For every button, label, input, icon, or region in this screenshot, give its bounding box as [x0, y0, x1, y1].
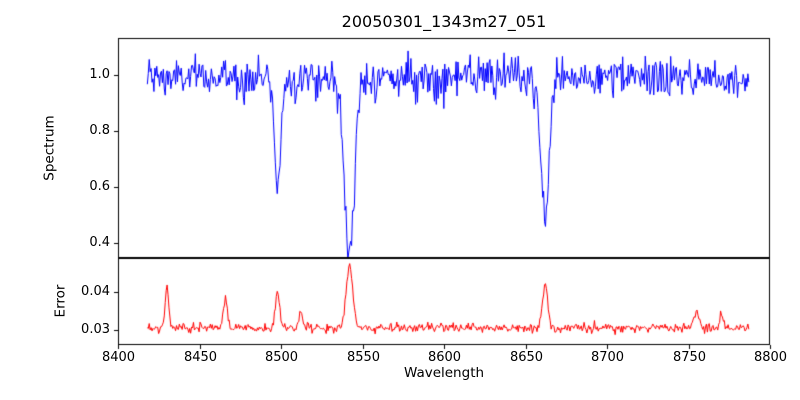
x-tick-label: 8750: [672, 350, 707, 365]
y-tick-label: 0.8: [89, 122, 110, 138]
y-tick-label: 0.4: [89, 234, 110, 250]
x-tick-label: 8700: [590, 350, 625, 365]
y-tick-label: 0.04: [81, 283, 110, 299]
x-axis-label: Wavelength: [403, 365, 485, 381]
x-tick-label: 8500: [264, 350, 299, 365]
y-tick-label: 0.6: [89, 178, 110, 194]
x-tick-label: 8800: [753, 350, 788, 365]
y-tick-label: 0.03: [81, 321, 110, 337]
x-tick-label: 8450: [183, 350, 218, 365]
chart-title: 20050301_1343m27_051: [341, 12, 547, 31]
x-tick-label: 8650: [509, 350, 544, 365]
y-tick-label: 1.0: [89, 66, 110, 82]
spectrum-y-axis-label: Spectrum: [41, 115, 58, 181]
x-tick-label: 8550: [346, 350, 381, 365]
x-tick-label: 8600: [427, 350, 462, 365]
x-tick-label: 8400: [101, 350, 136, 365]
